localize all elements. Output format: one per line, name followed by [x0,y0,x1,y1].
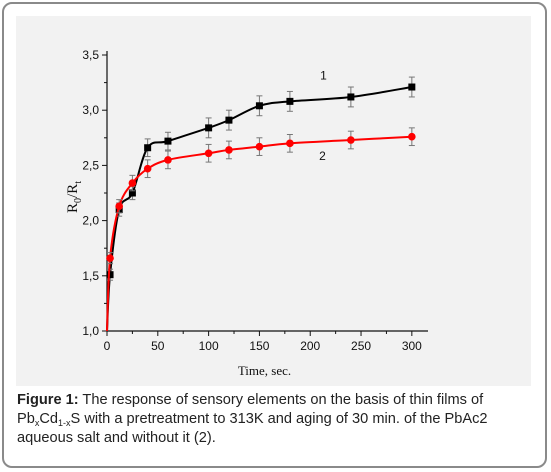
series-2-point [143,164,152,173]
line-chart: 0 50 100 150 200 250 300 1,0 1,5 2,0 2,5 3,0 3,5 Tim… [65,48,428,378]
series-2-point [115,202,123,211]
x-tick-label: 50 [151,339,165,353]
series-2-point [164,156,172,164]
y-tick-label: 2,0 [82,214,99,228]
series-1-point [128,189,136,197]
x-axis-label: Time, sec. [238,363,291,378]
series-1-point [347,93,355,101]
x-tick-label: 200 [300,339,320,353]
series-2-point [204,149,213,158]
caption-sub-1x: 1-x [58,418,71,428]
series-layer [106,76,416,332]
series-1-line [106,86,412,332]
caption-lead: Figure 1: [17,392,79,408]
series-2-line [106,135,412,332]
axes [106,51,428,332]
figure-caption: Figure 1: The response of sensory elemen… [17,391,532,448]
series-1-point [286,97,294,105]
y-tick-label: 3,5 [82,48,99,62]
series-2-point [128,179,137,187]
caption-text-2: Cd [39,411,59,427]
series-1-point [164,137,172,145]
y-label-sub0: 0 [73,198,84,203]
series-1-point [225,116,233,124]
series-2-point [408,132,416,141]
y-tick-label: 1,0 [82,324,99,338]
series-1-point [255,102,263,110]
y-label-slash: /R [65,184,81,198]
caption-sub-x: x [34,418,40,428]
series-1-point [106,271,114,279]
tick-labels: 0 50 100 150 200 250 300 1,0 1,5 2,0 2,5 3,0 3,5 [82,48,422,353]
series-1-point [205,124,213,132]
series-2-point [106,254,114,262]
y-tick-label: 1,5 [82,269,99,283]
y-label-subt: t [73,181,84,184]
series-2-point [255,142,264,151]
series-1-point [408,83,416,91]
x-tick-label: 300 [402,339,422,353]
x-tick-label: 150 [249,339,269,353]
figure-frame: 0 50 100 150 200 250 300 1,0 1,5 2,0 2,5 3,0 3,5 Tim… [2,2,547,468]
x-tick-label: 250 [351,339,371,353]
series-label-2: 2 [319,149,326,163]
series-2-point [347,136,355,144]
caption-text-3: S with a pretreatment to 313K and aging … [17,411,488,446]
y-label-r: R [65,203,81,213]
series-2-point [286,139,294,148]
x-tick-label: 100 [199,339,219,353]
y-tick-label: 3,0 [82,103,99,117]
x-tick-label: 0 [104,339,111,353]
series-2-point [225,146,233,154]
series-label-1: 1 [320,68,327,82]
tick-marks [102,54,413,336]
plot-panel: 0 50 100 150 200 250 300 1,0 1,5 2,0 2,5 3,0 3,5 Tim… [16,16,531,386]
caption-text-1: The response of sensory elements on the … [17,392,484,427]
series-1-point [144,144,152,152]
y-tick-label: 2,5 [82,158,99,172]
y-axis-label: R0/Rt [65,181,84,213]
